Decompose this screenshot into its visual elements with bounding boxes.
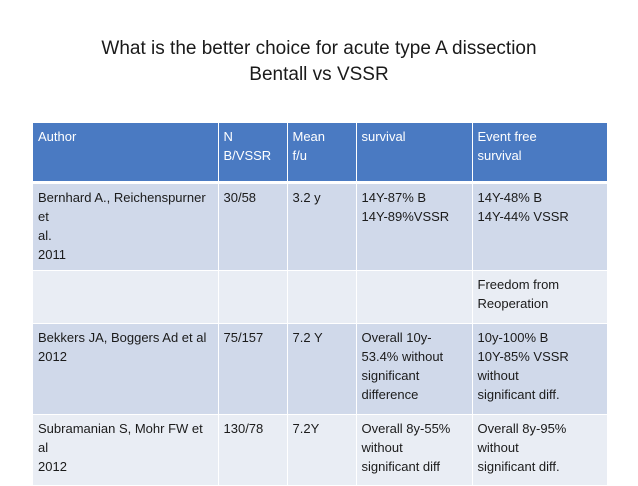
cell-event-free: 14Y-48% B 14Y-44% VSSR [472, 182, 608, 271]
slide-title: What is the better choice for acute type… [0, 36, 638, 88]
header-mean-fu: Mean f/u [287, 123, 357, 184]
cell-author [33, 270, 219, 324]
cell-survival: Overall 8y-55% without significant diff [356, 414, 473, 486]
cell-n [218, 270, 288, 324]
cell-author: Subramanian S, Mohr FW et al 2012 [33, 414, 219, 486]
cell-mean-fu: 3.2 y [287, 182, 357, 271]
cell-author: Bernhard A., Reichenspurner et al. 2011 [33, 182, 219, 271]
table-row: Bernhard A., Reichenspurner et al. 2011 … [33, 182, 608, 271]
header-survival: survival [356, 123, 473, 184]
cell-survival: 14Y-87% B 14Y-89%VSSR [356, 182, 473, 271]
header-n: N B/VSSR [218, 123, 288, 184]
cell-survival [356, 270, 473, 324]
cell-event-free: Freedom from Reoperation [472, 270, 608, 324]
cell-event-free: Overall 8y-95% without significant diff. [472, 414, 608, 486]
cell-mean-fu [287, 270, 357, 324]
table-header-row: Author N B/VSSR Mean f/u survival Event … [33, 123, 608, 184]
slide-title-line-2: Bentall vs VSSR [249, 64, 389, 85]
cell-survival: Overall 10y- 53.4% without significant d… [356, 323, 473, 415]
cell-mean-fu: 7.2Y [287, 414, 357, 486]
table-row: Bekkers JA, Boggers Ad et al 2012 75/157… [33, 323, 608, 415]
header-author: Author [33, 123, 219, 184]
cell-n: 130/78 [218, 414, 288, 486]
table-row: Freedom from Reoperation [33, 270, 608, 324]
header-event-free-survival: Event free survival [472, 123, 608, 184]
slide-title-line-1: What is the better choice for acute type… [101, 38, 537, 59]
cell-mean-fu: 7.2 Y [287, 323, 357, 415]
cell-author: Bekkers JA, Boggers Ad et al 2012 [33, 323, 219, 415]
cell-n: 75/157 [218, 323, 288, 415]
comparison-table: Author N B/VSSR Mean f/u survival Event … [33, 123, 608, 486]
cell-n: 30/58 [218, 182, 288, 271]
cell-event-free: 10y-100% B 10Y-85% VSSR without signific… [472, 323, 608, 415]
table-row: Subramanian S, Mohr FW et al 2012 130/78… [33, 414, 608, 486]
